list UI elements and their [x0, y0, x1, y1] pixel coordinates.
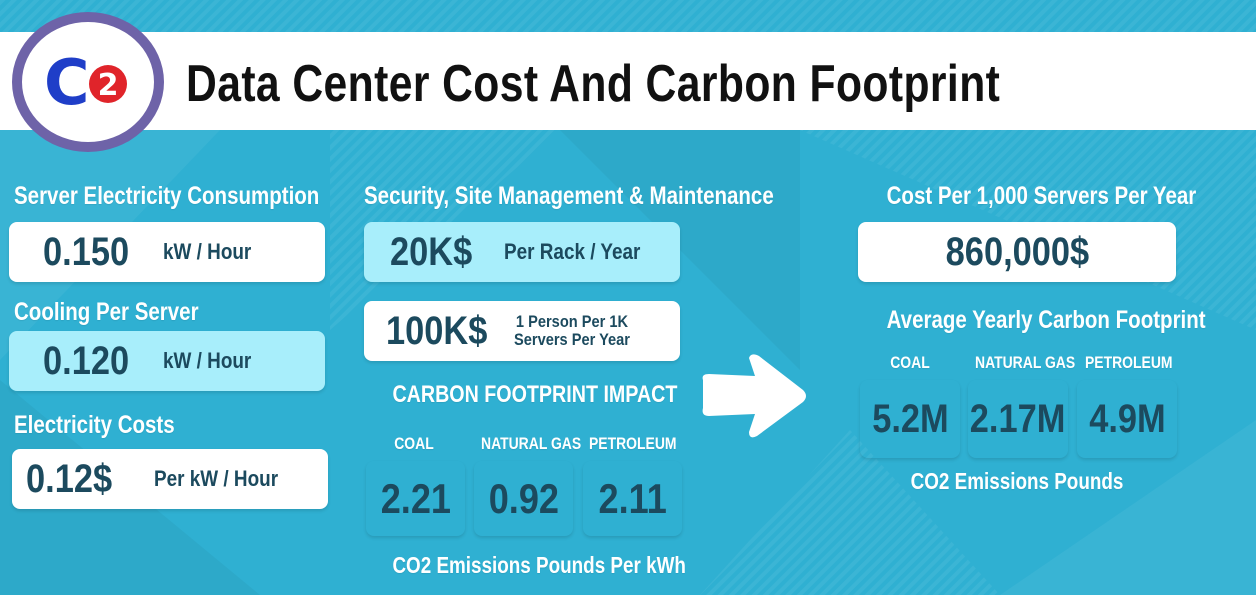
- personnel-cost-box: 100K$ 1 Person Per 1K Servers Per Year: [364, 301, 680, 361]
- server-consumption-unit: kW / Hour: [163, 239, 252, 264]
- yearly-coal-value: 5.2M: [871, 396, 949, 441]
- coal-impact-box: 2.21: [366, 461, 465, 536]
- cooling-box: 0.120 kW / Hour: [9, 331, 325, 391]
- yearly-natural-gas-box: 2.17M: [968, 380, 1068, 458]
- server-consumption-label: Server Electricity Consumption: [14, 182, 320, 210]
- right-arrow-icon: [702, 354, 806, 438]
- electricity-costs-label: Electricity Costs: [14, 411, 175, 439]
- yearly-petroleum-box: 4.9M: [1077, 380, 1177, 458]
- electricity-costs-unit: Per kW / Hour: [154, 466, 279, 491]
- logo-subscript: 2: [98, 68, 119, 103]
- co2-logo-icon: C 2: [44, 46, 127, 119]
- fuel-name-petroleum: PETROLEUM: [589, 434, 677, 453]
- yearly-natural-gas-value: 2.17M: [970, 396, 1066, 441]
- electricity-costs-box: 0.12$ Per kW / Hour: [12, 449, 328, 509]
- yearly-emissions-label: CO2 Emissions Pounds: [910, 468, 1124, 494]
- rack-cost-box: 20K$ Per Rack / Year: [364, 222, 680, 282]
- security-label: Security, Site Management & Maintenance: [364, 182, 774, 210]
- logo: C 2: [12, 12, 164, 152]
- cooling-label: Cooling Per Server: [14, 298, 199, 326]
- page-title: Data Center Cost And Carbon Footprint: [186, 55, 1001, 113]
- cost-per-servers-box: 860,000$: [858, 222, 1176, 282]
- server-consumption-box: 0.150 kW / Hour: [9, 222, 325, 282]
- personnel-cost-unit-line1: 1 Person Per 1K: [515, 312, 629, 331]
- cost-per-servers-value: 860,000$: [945, 229, 1089, 274]
- cost-per-servers-label: Cost Per 1,000 Servers Per Year: [886, 182, 1197, 210]
- petroleum-impact-value: 2.11: [598, 474, 667, 522]
- yearly-fuel-name-natural-gas: NATURAL GAS: [975, 353, 1076, 372]
- fuel-name-natural-gas: NATURAL GAS: [481, 434, 582, 453]
- emissions-per-kwh-label: CO2 Emissions Pounds Per kWh: [392, 552, 686, 578]
- yearly-coal-box: 5.2M: [860, 380, 960, 458]
- logo-badge: [89, 65, 127, 103]
- petroleum-impact-box: 2.11: [583, 461, 682, 536]
- personnel-cost-unit-line2: Servers Per Year: [514, 330, 630, 349]
- header-bar: [0, 32, 1256, 130]
- fuel-name-coal: COAL: [394, 434, 434, 453]
- personnel-cost-value: 100K$: [386, 308, 488, 353]
- yearly-petroleum-value: 4.9M: [1088, 396, 1166, 441]
- yearly-fuel-name-petroleum: PETROLEUM: [1085, 353, 1173, 372]
- electricity-costs-value: 0.12$: [26, 456, 113, 501]
- logo-letter: C: [44, 46, 90, 119]
- cooling-unit: kW / Hour: [163, 348, 252, 373]
- yearly-fuel-name-coal: COAL: [890, 353, 930, 372]
- carbon-impact-label: CARBON FOOTPRINT IMPACT: [392, 381, 678, 408]
- cooling-value: 0.120: [43, 338, 130, 383]
- natural-gas-impact-value: 0.92: [488, 474, 559, 522]
- server-consumption-value: 0.150: [43, 229, 130, 274]
- coal-impact-value: 2.21: [380, 474, 451, 522]
- rack-cost-unit: Per Rack / Year: [504, 239, 641, 264]
- natural-gas-impact-box: 0.92: [474, 461, 573, 536]
- yearly-footprint-label: Average Yearly Carbon Footprint: [886, 306, 1206, 334]
- rack-cost-value: 20K$: [390, 229, 473, 274]
- personnel-cost-unit: 1 Person Per 1K Servers Per Year: [514, 313, 630, 349]
